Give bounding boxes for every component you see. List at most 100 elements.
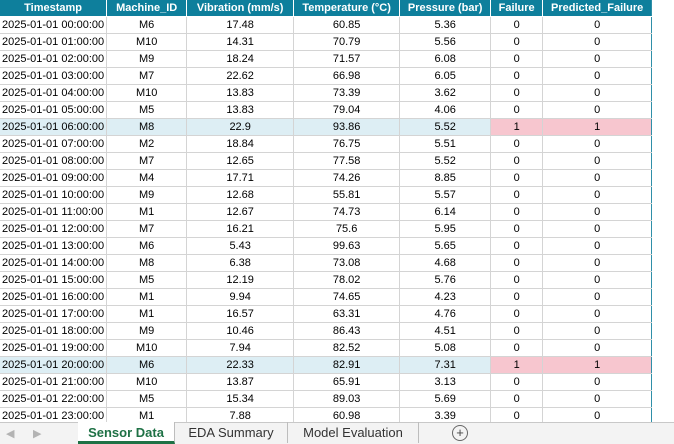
- cell-failure[interactable]: 0: [490, 152, 544, 170]
- cell-vibration[interactable]: 18.24: [186, 50, 295, 68]
- cell-temperature[interactable]: 82.91: [293, 356, 401, 374]
- cell-temperature[interactable]: 65.91: [293, 373, 401, 391]
- cell-pressure[interactable]: 5.57: [399, 186, 492, 204]
- cell-failure[interactable]: 0: [490, 288, 544, 306]
- cell-predicted-failure[interactable]: 0: [542, 101, 653, 119]
- cell-predicted-failure[interactable]: 0: [542, 33, 653, 51]
- cell-failure[interactable]: 0: [490, 169, 544, 187]
- cell-pressure[interactable]: 5.69: [399, 390, 492, 408]
- cell-machine-id[interactable]: M5: [106, 101, 188, 119]
- cell-pressure[interactable]: 5.51: [399, 135, 492, 153]
- cell-machine-id[interactable]: M9: [106, 186, 188, 204]
- cell-pressure[interactable]: 7.31: [399, 356, 492, 374]
- cell-machine-id[interactable]: M6: [106, 356, 188, 374]
- cell-vibration[interactable]: 16.21: [186, 220, 295, 238]
- cell-pressure[interactable]: 5.52: [399, 152, 492, 170]
- cell-machine-id[interactable]: M7: [106, 152, 188, 170]
- cell-predicted-failure[interactable]: 0: [542, 373, 653, 391]
- cell-vibration[interactable]: 13.87: [186, 373, 295, 391]
- cell-machine-id[interactable]: M1: [106, 407, 188, 422]
- cell-vibration[interactable]: 22.33: [186, 356, 295, 374]
- cell-timestamp[interactable]: 2025-01-01 06:00:00: [0, 118, 108, 136]
- cell-failure[interactable]: 0: [490, 203, 544, 221]
- cell-pressure[interactable]: 6.14: [399, 203, 492, 221]
- cell-temperature[interactable]: 74.26: [293, 169, 401, 187]
- cell-pressure[interactable]: 4.68: [399, 254, 492, 272]
- cell-pressure[interactable]: 5.52: [399, 118, 492, 136]
- column-header-pressure[interactable]: Pressure (bar): [399, 0, 492, 17]
- cell-failure[interactable]: 0: [490, 271, 544, 289]
- cell-failure[interactable]: 0: [490, 101, 544, 119]
- cell-timestamp[interactable]: 2025-01-01 09:00:00: [0, 169, 108, 187]
- cell-temperature[interactable]: 70.79: [293, 33, 401, 51]
- cell-temperature[interactable]: 75.6: [293, 220, 401, 238]
- cell-machine-id[interactable]: M8: [106, 254, 188, 272]
- cell-timestamp[interactable]: 2025-01-01 14:00:00: [0, 254, 108, 272]
- cell-temperature[interactable]: 71.57: [293, 50, 401, 68]
- cell-vibration[interactable]: 9.94: [186, 288, 295, 306]
- column-header-failure[interactable]: Failure: [490, 0, 544, 17]
- cell-temperature[interactable]: 60.98: [293, 407, 401, 422]
- cell-pressure[interactable]: 4.06: [399, 101, 492, 119]
- cell-temperature[interactable]: 89.03: [293, 390, 401, 408]
- cell-machine-id[interactable]: M1: [106, 305, 188, 323]
- cell-failure[interactable]: 0: [490, 67, 544, 85]
- cell-pressure[interactable]: 5.95: [399, 220, 492, 238]
- spreadsheet-grid[interactable]: Timestamp Machine_ID Vibration (mm/s) Tempe…: [0, 0, 674, 422]
- cell-vibration[interactable]: 12.67: [186, 203, 295, 221]
- cell-timestamp[interactable]: 2025-01-01 17:00:00: [0, 305, 108, 323]
- cell-predicted-failure[interactable]: 1: [542, 118, 653, 136]
- cell-failure[interactable]: 0: [490, 220, 544, 238]
- cell-machine-id[interactable]: M5: [106, 390, 188, 408]
- column-header-temperature[interactable]: Temperature (°C): [293, 0, 401, 17]
- cell-temperature[interactable]: 82.52: [293, 339, 401, 357]
- cell-pressure[interactable]: 5.36: [399, 16, 492, 34]
- cell-failure[interactable]: 0: [490, 390, 544, 408]
- cell-pressure[interactable]: 3.39: [399, 407, 492, 422]
- plus-circle-icon[interactable]: +: [452, 425, 468, 441]
- cell-temperature[interactable]: 74.65: [293, 288, 401, 306]
- cell-machine-id[interactable]: M9: [106, 50, 188, 68]
- cell-vibration[interactable]: 12.68: [186, 186, 295, 204]
- cell-timestamp[interactable]: 2025-01-01 20:00:00: [0, 356, 108, 374]
- cell-pressure[interactable]: 3.62: [399, 84, 492, 102]
- cell-vibration[interactable]: 6.38: [186, 254, 295, 272]
- cell-timestamp[interactable]: 2025-01-01 07:00:00: [0, 135, 108, 153]
- cell-timestamp[interactable]: 2025-01-01 12:00:00: [0, 220, 108, 238]
- cell-timestamp[interactable]: 2025-01-01 01:00:00: [0, 33, 108, 51]
- cell-failure[interactable]: 0: [490, 373, 544, 391]
- cell-timestamp[interactable]: 2025-01-01 04:00:00: [0, 84, 108, 102]
- cell-pressure[interactable]: 4.76: [399, 305, 492, 323]
- cell-timestamp[interactable]: 2025-01-01 15:00:00: [0, 271, 108, 289]
- cell-vibration[interactable]: 7.88: [186, 407, 295, 422]
- cell-failure[interactable]: 0: [490, 254, 544, 272]
- cell-predicted-failure[interactable]: 1: [542, 356, 653, 374]
- cell-timestamp[interactable]: 2025-01-01 22:00:00: [0, 390, 108, 408]
- cell-predicted-failure[interactable]: 0: [542, 50, 653, 68]
- cell-pressure[interactable]: 5.56: [399, 33, 492, 51]
- tab-eda-summary[interactable]: EDA Summary: [175, 422, 288, 443]
- cell-predicted-failure[interactable]: 0: [542, 390, 653, 408]
- cell-timestamp[interactable]: 2025-01-01 21:00:00: [0, 373, 108, 391]
- cell-timestamp[interactable]: 2025-01-01 02:00:00: [0, 50, 108, 68]
- cell-failure[interactable]: 0: [490, 339, 544, 357]
- cell-temperature[interactable]: 78.02: [293, 271, 401, 289]
- cell-vibration[interactable]: 16.57: [186, 305, 295, 323]
- cell-predicted-failure[interactable]: 0: [542, 237, 653, 255]
- cell-failure[interactable]: 0: [490, 407, 544, 422]
- cell-predicted-failure[interactable]: 0: [542, 186, 653, 204]
- cell-failure[interactable]: 0: [490, 237, 544, 255]
- cell-pressure[interactable]: 5.08: [399, 339, 492, 357]
- cell-machine-id[interactable]: M8: [106, 118, 188, 136]
- cell-failure[interactable]: 0: [490, 322, 544, 340]
- cell-machine-id[interactable]: M7: [106, 67, 188, 85]
- cell-predicted-failure[interactable]: 0: [542, 203, 653, 221]
- cell-predicted-failure[interactable]: 0: [542, 339, 653, 357]
- cell-predicted-failure[interactable]: 0: [542, 305, 653, 323]
- cell-temperature[interactable]: 73.08: [293, 254, 401, 272]
- cell-predicted-failure[interactable]: 0: [542, 67, 653, 85]
- cell-machine-id[interactable]: M10: [106, 373, 188, 391]
- cell-failure[interactable]: 0: [490, 135, 544, 153]
- cell-machine-id[interactable]: M7: [106, 220, 188, 238]
- cell-temperature[interactable]: 73.39: [293, 84, 401, 102]
